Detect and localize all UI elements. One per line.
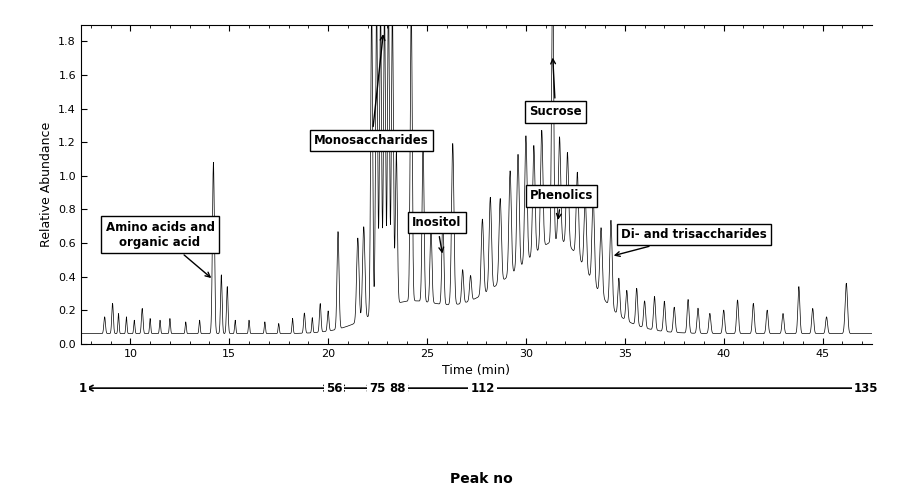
Text: 112: 112 (470, 382, 494, 395)
Text: 135: 135 (854, 382, 878, 395)
Text: 112: 112 (470, 382, 494, 395)
Text: Inositol: Inositol (413, 216, 461, 252)
Text: Di- and trisaccharides: Di- and trisaccharides (615, 228, 767, 256)
Text: 88: 88 (389, 382, 405, 395)
Text: Phenolics: Phenolics (530, 190, 593, 218)
Text: 75: 75 (369, 382, 386, 395)
Text: Amino acids and
organic acid: Amino acids and organic acid (105, 220, 215, 277)
Text: 75: 75 (369, 382, 386, 395)
Text: 1: 1 (79, 382, 87, 395)
Text: Monosaccharides: Monosaccharides (315, 35, 429, 147)
Text: 56: 56 (325, 382, 343, 395)
Text: 88: 88 (389, 382, 405, 395)
Text: 56: 56 (325, 382, 343, 395)
Y-axis label: Relative Abundance: Relative Abundance (40, 121, 53, 247)
X-axis label: Time (min): Time (min) (442, 364, 511, 377)
Text: Sucrose: Sucrose (530, 59, 582, 118)
Text: Peak no: Peak no (450, 472, 512, 486)
